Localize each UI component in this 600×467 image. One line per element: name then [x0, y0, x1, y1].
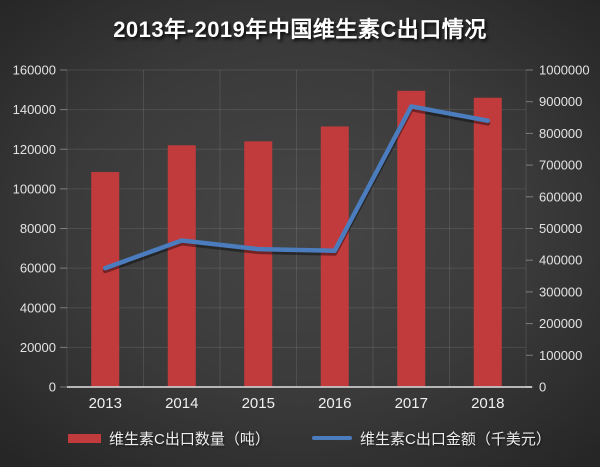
bar-2017	[397, 90, 426, 387]
x-axis-label: 2017	[395, 395, 428, 412]
chart-title: 2013年-2019年中国维生素C出口情况	[113, 17, 487, 42]
left-axis-label: 100000	[13, 181, 56, 196]
right-axis-label: 800000	[539, 126, 582, 141]
right-axis-label: 700000	[539, 158, 582, 173]
line-shadow	[102, 106, 491, 274]
left-axis-label: 120000	[13, 142, 56, 157]
right-axis-label: 900000	[539, 94, 582, 109]
left-axis-label: 80000	[20, 221, 56, 236]
right-axis-label: 400000	[539, 253, 582, 268]
right-axis-label: 600000	[539, 189, 582, 204]
left-axis-label: 60000	[20, 261, 56, 276]
legend-label-quantity: 维生素C出口数量（吨）	[109, 430, 270, 448]
right-axis-label: 0	[539, 380, 546, 395]
right-axis-label: 300000	[539, 284, 582, 299]
left-axis-label: 40000	[20, 300, 56, 315]
left-axis-label: 0	[49, 380, 56, 395]
left-axis-label: 20000	[20, 340, 56, 355]
left-axis-label: 160000	[13, 63, 56, 78]
bar-series-swatch-icon	[68, 433, 101, 443]
left-axis-label: 140000	[13, 102, 56, 117]
right-axis-label: 1000000	[539, 63, 590, 78]
legend-item-amount: 维生素C出口金额（千美元）	[312, 427, 551, 449]
legend: 维生素C出口数量（吨） 维生素C出口金额（千美元）	[0, 427, 600, 449]
x-axis-label: 2014	[165, 395, 198, 412]
right-axis-label: 200000	[539, 316, 582, 331]
right-axis-label: 500000	[539, 221, 582, 236]
bar-2018	[473, 97, 502, 388]
line-series-swatch-icon	[312, 436, 352, 440]
legend-item-quantity: 维生素C出口数量（吨）	[68, 427, 270, 449]
line-series	[103, 104, 490, 271]
x-axis-label: 2013	[89, 395, 122, 412]
bar-2014	[167, 145, 196, 387]
bar-2013	[91, 172, 120, 387]
bar-2015	[244, 141, 273, 387]
right-axis-label: 100000	[539, 348, 582, 363]
x-axis-label: 2015	[242, 395, 275, 412]
x-axis-label: 2016	[318, 395, 351, 412]
x-axis-label: 2018	[471, 395, 504, 412]
legend-label-amount: 维生素C出口金额（千美元）	[360, 430, 551, 448]
bar-2016	[320, 126, 349, 387]
